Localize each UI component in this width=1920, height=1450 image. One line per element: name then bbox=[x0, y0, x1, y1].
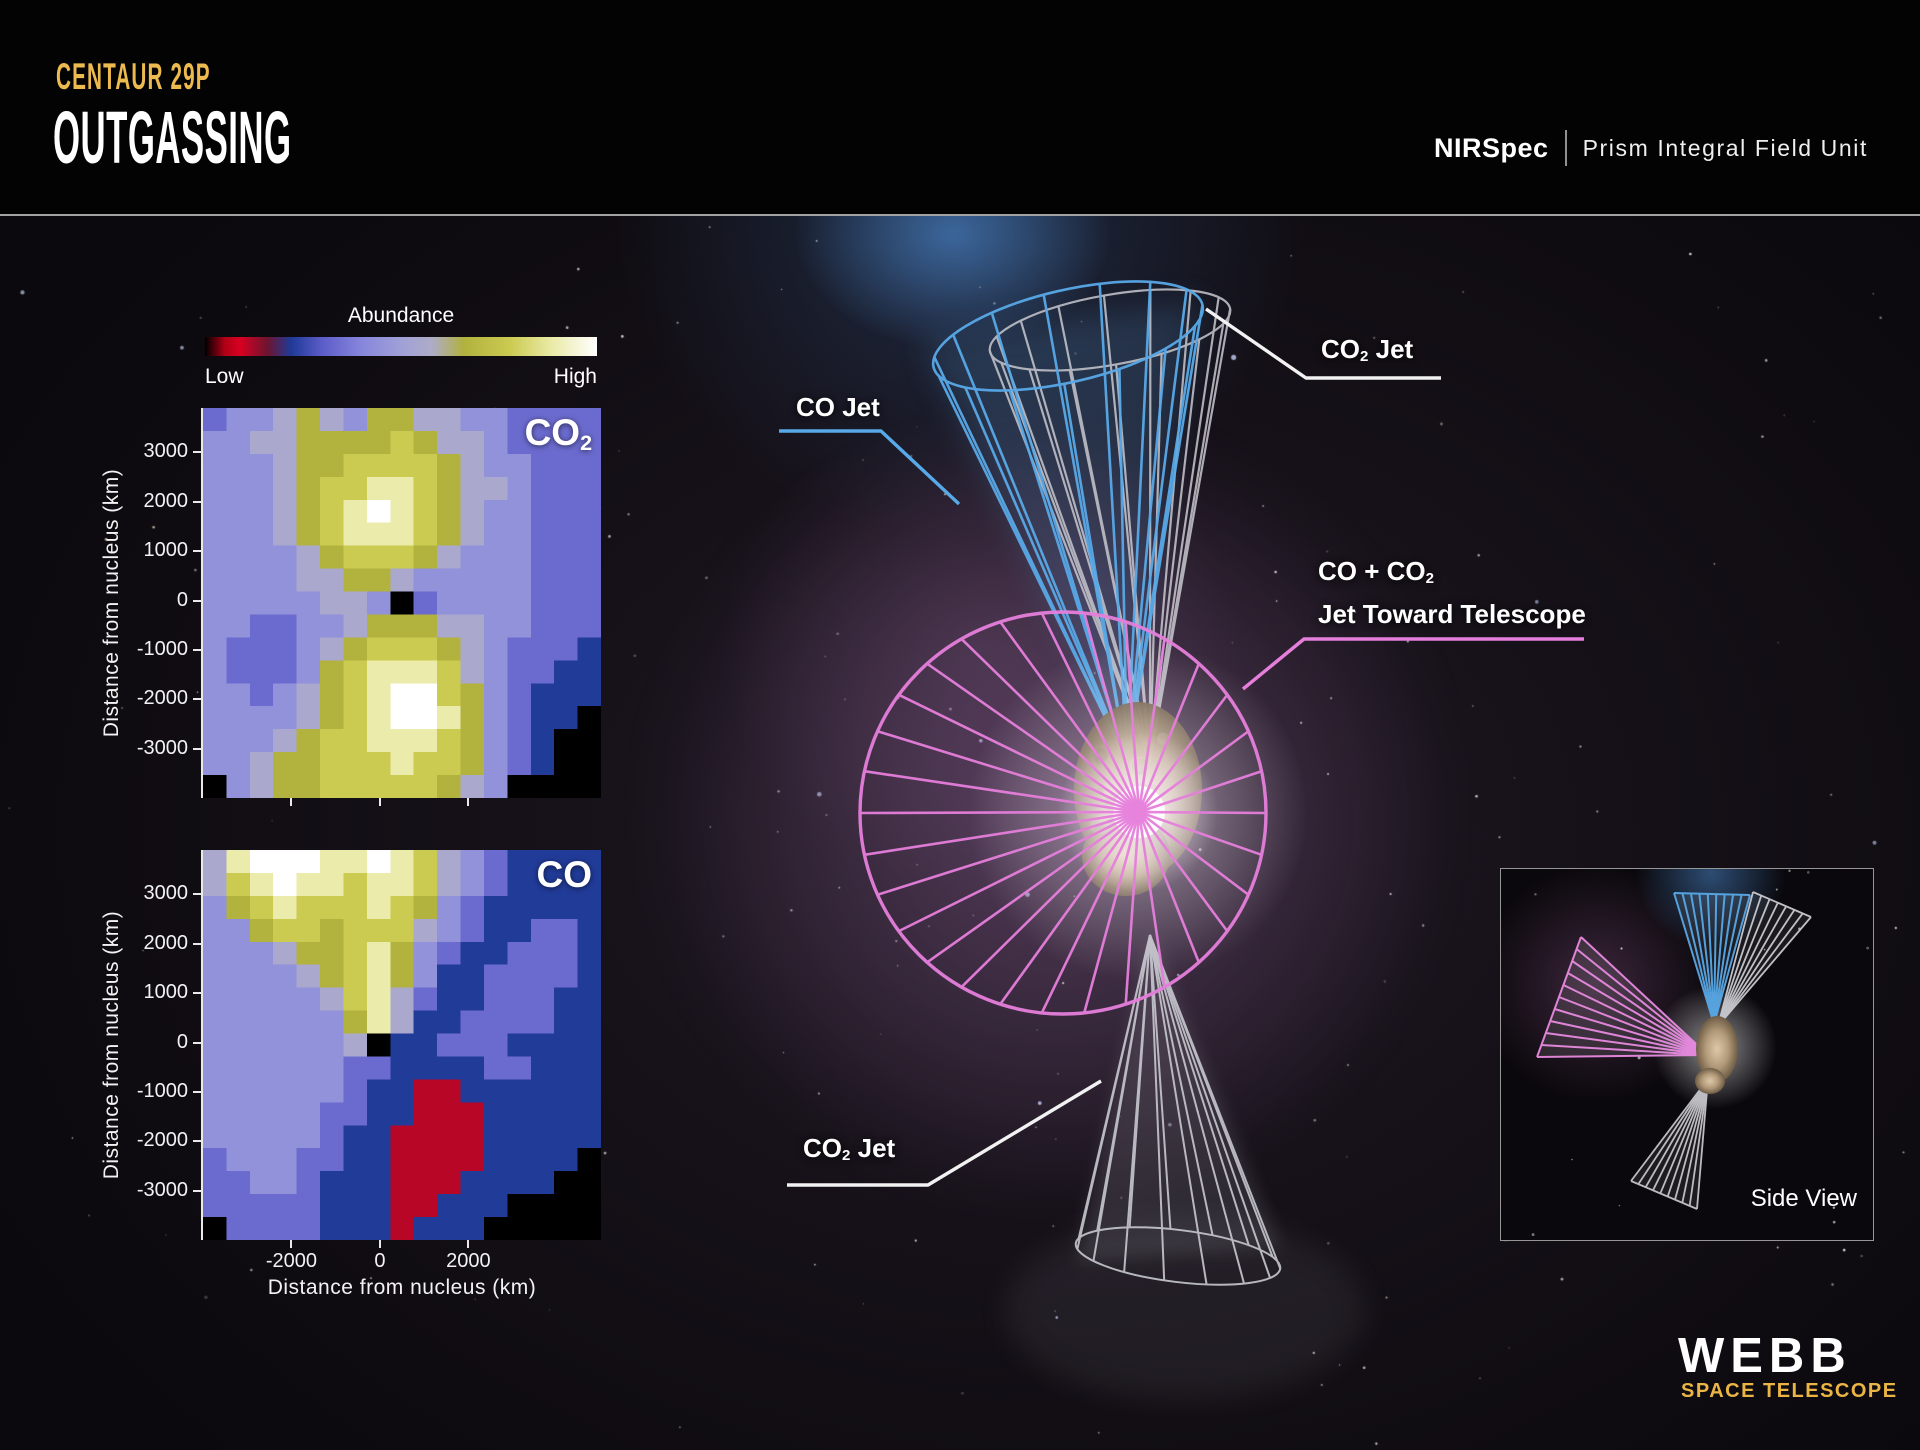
y-tick-mark bbox=[193, 992, 201, 995]
co-jet-leader bbox=[779, 429, 961, 506]
divider bbox=[1564, 130, 1567, 166]
side-view-illustration bbox=[1501, 869, 1870, 1237]
y-tick-mark bbox=[193, 599, 201, 602]
x-tick-label: 0 bbox=[374, 1250, 386, 1272]
co2-top-leader bbox=[1205, 307, 1441, 380]
x-tick-label: 2000 bbox=[446, 1250, 491, 1272]
y-tick-label: 0 bbox=[176, 588, 188, 611]
y-tick-label: -1000 bbox=[136, 1079, 188, 1102]
y-tick-label: 0 bbox=[176, 1030, 188, 1053]
co2-jet-top-label: CO2 Jet bbox=[1321, 334, 1414, 366]
colorbar-title: Abundance bbox=[347, 304, 455, 327]
header-bar: CENTAUR 29P OUTGASSING NIRSpec Prism Int… bbox=[0, 0, 1920, 214]
x-tick-mark bbox=[467, 798, 470, 806]
y-tick-label: 3000 bbox=[143, 440, 189, 463]
instrument-name: NIRSpec bbox=[1434, 132, 1549, 163]
co-heatmap-canvas bbox=[203, 850, 601, 1240]
co-heatmap: CO bbox=[201, 850, 601, 1240]
combined-jet-label: CO + CO2 Jet Toward Telescope bbox=[1318, 556, 1586, 629]
x-tick-mark bbox=[290, 798, 293, 806]
axis-spine bbox=[201, 408, 203, 798]
y-tick-mark bbox=[193, 747, 201, 750]
colorbar-high-label: High bbox=[553, 365, 597, 388]
page-title: OUTGASSING bbox=[53, 96, 292, 179]
cone-layer bbox=[931, 280, 1232, 763]
y-tick-mark bbox=[193, 893, 201, 896]
y-tick-mark bbox=[193, 942, 201, 945]
y-tick-label: -3000 bbox=[136, 1178, 188, 1201]
side-view-caption: Side View bbox=[1750, 1185, 1857, 1212]
kicker-text: CENTAUR 29P bbox=[56, 56, 211, 97]
side-view-inset: Side View bbox=[1500, 868, 1874, 1241]
colorbar-low-label: Low bbox=[205, 365, 244, 388]
y-tick-mark bbox=[193, 1090, 201, 1093]
header-separator bbox=[0, 214, 1920, 216]
x-tick-mark bbox=[290, 1240, 293, 1248]
y-tick-mark bbox=[193, 1189, 201, 1192]
toward-telescope-disk bbox=[858, 610, 1268, 1016]
y-tick-label: -3000 bbox=[136, 736, 188, 759]
y-tick-label: 2000 bbox=[143, 489, 189, 512]
co2-y-axis-title: Distance from nucleus (km) bbox=[100, 468, 123, 738]
x-tick-mark bbox=[378, 1240, 381, 1248]
y-tick-mark bbox=[193, 1140, 201, 1143]
co2-heatmap-canvas bbox=[203, 408, 601, 798]
y-tick-mark bbox=[193, 500, 201, 503]
y-tick-label: 3000 bbox=[143, 882, 189, 905]
x-axis-title: Distance from nucleus (km) bbox=[267, 1276, 537, 1299]
abundance-colorbar bbox=[205, 337, 597, 356]
co2-map-badge: CO2 bbox=[524, 412, 592, 455]
y-tick-mark bbox=[193, 648, 201, 651]
x-tick-mark bbox=[467, 1240, 470, 1248]
y-tick-mark bbox=[193, 451, 201, 454]
webb-tagline: SPACE TELESCOPE bbox=[1681, 1380, 1898, 1402]
co-map-badge: CO bbox=[536, 854, 593, 895]
y-tick-label: 1000 bbox=[143, 539, 189, 562]
x-tick-mark bbox=[378, 798, 381, 806]
x-tick-label: -2000 bbox=[265, 1250, 318, 1272]
y-tick-label: 1000 bbox=[143, 981, 189, 1004]
instrument-detail: Prism Integral Field Unit bbox=[1582, 134, 1868, 161]
co-jet-label: CO Jet bbox=[796, 392, 880, 422]
y-tick-label: 2000 bbox=[143, 931, 189, 954]
axis-spine bbox=[201, 850, 203, 1240]
co2-jet-bottom-label: CO2 Jet bbox=[803, 1133, 896, 1165]
y-tick-mark bbox=[193, 550, 201, 553]
co-y-axis-title: Distance from nucleus (km) bbox=[100, 910, 123, 1180]
combined-leader bbox=[1241, 637, 1584, 691]
y-tick-mark bbox=[193, 698, 201, 701]
co2-bot-leader bbox=[787, 1079, 1102, 1187]
y-tick-label: -1000 bbox=[136, 637, 188, 660]
y-tick-label: -2000 bbox=[136, 687, 188, 710]
y-tick-mark bbox=[193, 1041, 201, 1044]
webb-wordmark: WEBB bbox=[1678, 1329, 1852, 1383]
y-tick-label: -2000 bbox=[136, 1129, 188, 1152]
instrument-block: NIRSpec Prism Integral Field Unit bbox=[1434, 130, 1868, 166]
co2-heatmap: CO2 bbox=[201, 408, 601, 798]
label-leader-lines bbox=[779, 307, 1584, 1187]
